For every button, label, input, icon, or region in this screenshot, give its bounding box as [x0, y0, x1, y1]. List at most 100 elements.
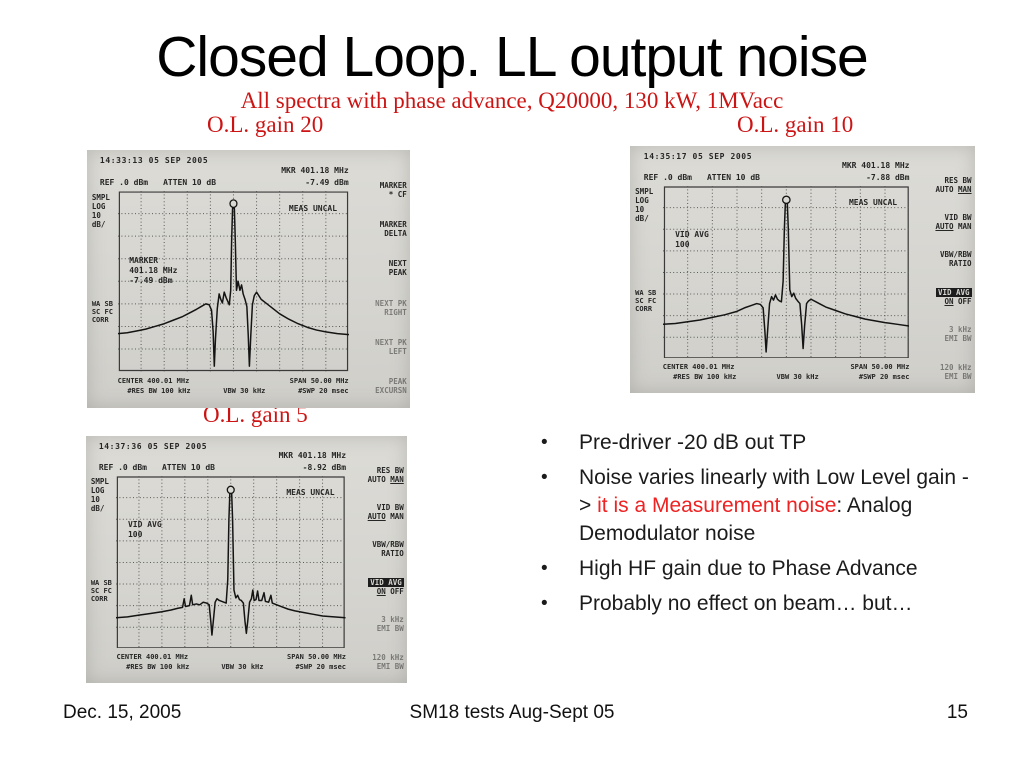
bullet-marker: • — [541, 467, 548, 488]
slide-subtitle: All spectra with phase advance, Q20000, … — [240, 88, 784, 113]
corr-label-line: SC FC — [635, 297, 657, 306]
bullet-text: High HF gain due to Phase Advance — [579, 555, 971, 583]
meas-uncal-label: MEAS UNCAL — [848, 197, 898, 207]
scale-label-line: 10 — [635, 204, 645, 214]
bullet-text-highlight: it is a Measurement noise — [597, 494, 837, 517]
peak-marker-circle — [228, 486, 235, 493]
softkey-line: ON OFF — [944, 296, 972, 306]
span-label: SPAN 50.00 MHz — [289, 376, 349, 385]
bullet-marker: • — [541, 558, 548, 579]
marker-amplitude-readout: -7.88 dBm — [866, 172, 910, 182]
peak-marker-circle — [230, 200, 237, 208]
softkey-line: NEXT PK — [375, 337, 407, 347]
scale-label-line: 10 — [90, 494, 100, 504]
bullet-text: Pre-driver -20 dB out TP — [579, 429, 971, 457]
meas-uncal-label: MEAS UNCAL — [286, 487, 335, 497]
bullet-text-segment: High HF gain due to Phase Advance — [579, 557, 918, 580]
softkey-underline: ON — [376, 586, 386, 596]
softkey-line: PEAK — [388, 377, 407, 387]
ref-level-label: REF .0 dBm — [643, 172, 692, 182]
softkey-line: VID BW — [376, 503, 404, 513]
peak-marker-circle — [782, 196, 789, 203]
spectrum-grid-svg — [663, 186, 910, 359]
softkey-inverted-label: VID AVG — [368, 577, 404, 587]
res-bw-label: #RES BW 100 kHz — [126, 663, 190, 672]
bullet-list: • Pre-driver -20 dB out TP • Noise varies l… — [541, 429, 973, 625]
ref-level-label: REF .0 dBm — [99, 177, 149, 187]
ref-atten-line: REF .0 dBm ATTEN 10 dB — [99, 463, 215, 472]
corr-labels: WA SB SC FC CORR — [635, 289, 656, 313]
softkey-line: RIGHT — [384, 307, 407, 317]
bullet-text: Probably no effect on beam… but… — [579, 590, 971, 618]
ref-atten-line: REF .0 dBm ATTEN 10 dB — [100, 178, 216, 187]
ref-level-label: REF .0 dBm — [98, 462, 147, 472]
softkey-item: VBW/RBW RATIO — [915, 250, 972, 268]
spectrum-screenshot-gain5: 14:37:36 05 SEP 2005 MKR 401.18 MHz REF .0… — [86, 436, 407, 683]
softkey-item: 3 kHz EMI BW — [351, 615, 404, 633]
bullet-item: • High HF gain due to Phase Advance — [541, 555, 973, 583]
softkey-line: 3 kHz — [948, 325, 972, 335]
center-span-row: CENTER 400.01 MHz SPAN 50.00 MHz — [116, 653, 346, 661]
softkey-line: EMI BW — [376, 624, 404, 634]
softkey-line: RATIO — [948, 259, 972, 269]
softkey-line: 120 kHz — [372, 652, 404, 662]
scale-label-line: dB/ — [91, 219, 106, 229]
softkey-underline: AUTO — [367, 512, 386, 522]
softkey-item: MARKER DELTA — [353, 220, 407, 238]
softkey-line: VBW/RBW — [372, 540, 404, 550]
center-freq-label: CENTER 400.01 MHz — [662, 362, 735, 371]
bw-sweep-row: #RES BW 100 kHz VBW 30 kHz #SWP 20 msec — [673, 373, 909, 381]
scale-label-line: SMPL — [635, 186, 654, 196]
softkey-item: 120 kHz EMI BW — [351, 653, 404, 671]
softkey-line: 3 kHz — [381, 615, 404, 625]
spectrum-trace — [116, 489, 346, 634]
softkey-line: AUTO MAN — [935, 184, 972, 194]
corr-label-line: WA SB — [90, 579, 112, 588]
scale-label-line: 10 — [91, 210, 101, 220]
softkey-line: RES BW — [944, 175, 972, 185]
scale-label-line: dB/ — [90, 503, 105, 513]
marker-amplitude-readout: -8.92 dBm — [302, 462, 347, 472]
onscreen-annotation: VID AVG 100 — [675, 230, 709, 250]
graticule-border — [119, 192, 347, 370]
softkey-menu: RES BW AUTO MAN VID BW AUTO MAN VBW/RBW RATIO… — [915, 176, 972, 381]
sweep-label: #SWP 20 msec — [298, 387, 349, 396]
annotation-line: -7.49 dBm — [129, 276, 173, 286]
center-span-row: CENTER 400.01 MHz SPAN 50.00 MHz — [118, 377, 349, 385]
softkey-line: AUTO MAN — [935, 222, 972, 232]
span-label: SPAN 50.00 MHz — [850, 362, 910, 371]
span-label: SPAN 50.00 MHz — [287, 652, 347, 661]
scale-label-line: LOG — [90, 485, 105, 495]
spectrum-grid: MEAS UNCAL MARKER 401.18 MHz -7.49 dBm — [118, 191, 349, 372]
spectrum-screenshot-gain10: 14:35:17 05 SEP 2005 MKR 401.18 MHz REF .0… — [630, 146, 975, 393]
scale-labels: SMPL LOG 10 dB/ — [91, 477, 109, 513]
vbw-label: VBW 30 kHz — [221, 663, 264, 672]
softkey-line: RES BW — [376, 465, 404, 475]
softkey-line: RATIO — [381, 549, 404, 559]
label-ol-gain-20: O.L. gain 20 — [207, 112, 324, 137]
softkey-item: 120 kHz EMI BW — [915, 363, 972, 381]
corr-label-line: CORR — [91, 315, 109, 324]
bullet-text: Noise varies linearly with Low Level gai… — [579, 464, 971, 548]
softkey-line: MARKER — [379, 180, 407, 190]
softkey-line: EMI BW — [944, 334, 972, 344]
softkey-item: PEAK EXCURSN — [353, 377, 407, 396]
corr-labels: WA SB SC FC CORR — [92, 300, 113, 324]
softkey-line: AUTO MAN — [367, 474, 404, 484]
softkey-item: NEXT PEAK — [353, 259, 407, 277]
softkey-line: EXCURSN — [375, 386, 407, 396]
softkey-line: MARKER — [379, 220, 407, 230]
softkey-item: NEXT PK LEFT — [353, 337, 407, 356]
corr-label-line: CORR — [635, 305, 653, 314]
softkey-line: LEFT — [388, 346, 407, 356]
marker-frequency-readout: MKR 401.18 MHz — [278, 451, 347, 461]
softkey-line: NEXT — [388, 259, 407, 269]
softkey-line: NEXT PK — [375, 298, 407, 308]
bullet-text-segment: : Analog Demodulator noise — [579, 494, 913, 545]
corr-label-line: WA SB — [635, 289, 657, 298]
center-span-row: CENTER 400.01 MHz SPAN 50.00 MHz — [663, 363, 910, 371]
corr-labels: WA SB SC FC CORR — [91, 579, 112, 603]
vbw-label: VBW 30 kHz — [776, 373, 819, 382]
softkey-line: AUTO MAN — [367, 512, 404, 522]
spectrum-grid-svg — [116, 476, 346, 649]
